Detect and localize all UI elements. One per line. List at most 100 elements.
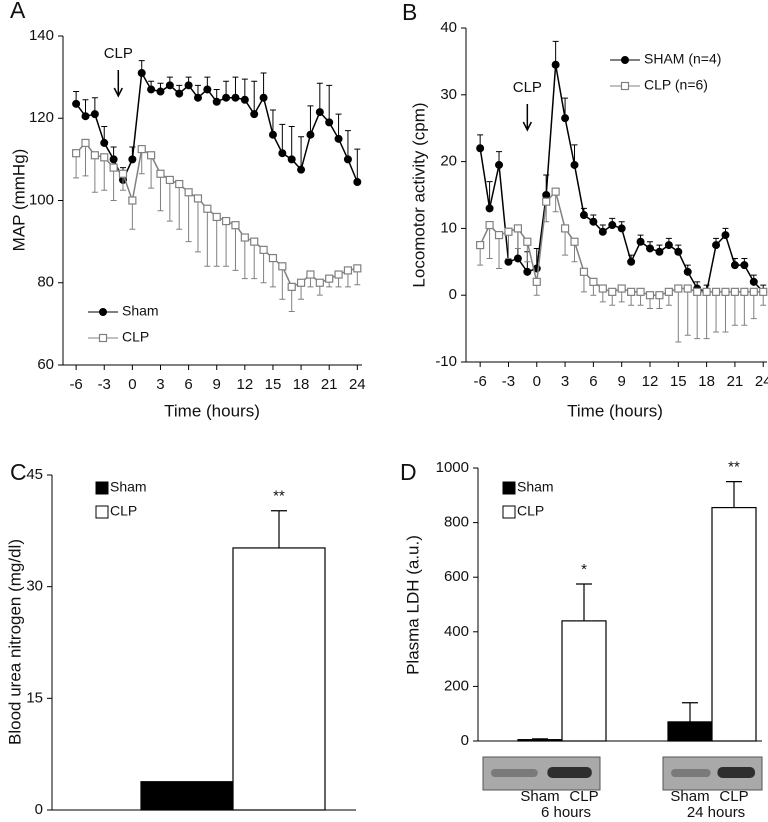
error-bar xyxy=(326,84,333,123)
marker xyxy=(693,287,702,296)
legend-label: CLP (n=6) xyxy=(644,77,708,93)
x-tick-label: 24 hours xyxy=(687,804,745,821)
error-bar xyxy=(148,155,155,189)
bar xyxy=(561,620,607,742)
annotation: CLP xyxy=(513,79,542,96)
marker xyxy=(278,149,287,158)
error-bar xyxy=(703,291,710,340)
error-bar xyxy=(279,266,286,300)
marker xyxy=(343,155,352,164)
marker xyxy=(759,287,768,296)
error-bar xyxy=(316,82,323,113)
legend-swatch xyxy=(95,505,109,519)
x-tick-label: 6 hours xyxy=(541,804,591,821)
marker xyxy=(494,230,504,240)
y-axis-label: MAP (mmHg) xyxy=(9,149,28,252)
marker xyxy=(250,110,259,119)
marker xyxy=(212,97,221,106)
x-tick-label: 21 xyxy=(321,376,338,393)
error-bar xyxy=(271,510,287,548)
marker xyxy=(655,247,664,256)
x-axis-label: Time (hours) xyxy=(567,401,663,420)
marker xyxy=(100,138,109,147)
marker xyxy=(476,241,485,250)
error-bar xyxy=(682,702,698,722)
marker xyxy=(203,85,212,94)
marker xyxy=(212,212,221,222)
marker xyxy=(523,237,532,246)
legend-label: Sham xyxy=(517,479,554,495)
error-bar xyxy=(298,136,305,170)
y-tick-label: 20 xyxy=(440,153,457,170)
bar-label: Sham xyxy=(520,788,559,805)
significance: * xyxy=(581,561,587,578)
marker xyxy=(636,287,645,296)
error-bar xyxy=(185,192,192,243)
marker xyxy=(598,284,607,293)
marker xyxy=(608,287,617,296)
marker xyxy=(128,155,137,164)
marker xyxy=(118,169,128,178)
error-bar xyxy=(675,288,682,343)
marker xyxy=(523,267,532,276)
marker xyxy=(343,266,353,275)
marker xyxy=(721,287,730,296)
error-bar xyxy=(223,221,230,267)
marker xyxy=(721,231,730,240)
marker xyxy=(259,245,268,254)
error-bar xyxy=(101,157,108,191)
marker xyxy=(147,85,156,94)
error-bar xyxy=(260,249,267,284)
marker xyxy=(109,155,118,164)
error-bar xyxy=(562,228,569,256)
marker xyxy=(334,134,343,143)
panel-label: B xyxy=(402,0,417,25)
marker xyxy=(278,262,287,271)
marker xyxy=(334,270,343,279)
y-tick-label: 0 xyxy=(461,732,469,749)
x-tick-label: 18 xyxy=(698,373,715,390)
marker xyxy=(711,287,721,296)
marker xyxy=(240,95,249,104)
marker xyxy=(175,179,184,189)
error-bar xyxy=(241,237,248,280)
marker xyxy=(297,165,306,174)
marker xyxy=(627,287,636,296)
blot-band xyxy=(717,767,756,778)
marker xyxy=(485,220,494,230)
marker xyxy=(645,244,654,253)
error-bar xyxy=(713,291,720,333)
marker xyxy=(608,221,617,230)
error-bar xyxy=(82,142,89,177)
error-bar xyxy=(279,123,286,154)
marker xyxy=(315,108,324,117)
marker xyxy=(730,261,739,270)
error-bar xyxy=(684,288,691,336)
marker xyxy=(128,196,137,205)
error-bar xyxy=(269,258,276,288)
legend-label: CLP xyxy=(110,503,137,519)
marker xyxy=(184,188,193,197)
legend-label: SHAM (n=4) xyxy=(644,51,721,67)
x-tick-label: 3 xyxy=(561,373,569,390)
y-tick-label: 30 xyxy=(26,578,43,595)
marker xyxy=(655,291,664,300)
x-tick-label: 12 xyxy=(236,376,253,393)
y-tick-label: 30 xyxy=(440,86,457,103)
marker xyxy=(184,81,193,90)
legend-marker xyxy=(99,308,107,316)
marker xyxy=(100,153,109,162)
marker xyxy=(165,175,174,185)
y-tick-label: 600 xyxy=(444,568,469,585)
marker xyxy=(81,112,90,121)
legend-marker xyxy=(621,56,629,64)
error-bar xyxy=(194,198,201,253)
marker xyxy=(90,110,99,119)
x-tick-label: 6 xyxy=(184,376,192,393)
marker xyxy=(165,81,174,90)
annotation: CLP xyxy=(104,45,133,62)
error-bar xyxy=(232,225,239,271)
y-tick-label: 60 xyxy=(37,356,54,373)
marker xyxy=(561,114,570,123)
panel-label: C xyxy=(10,459,27,485)
